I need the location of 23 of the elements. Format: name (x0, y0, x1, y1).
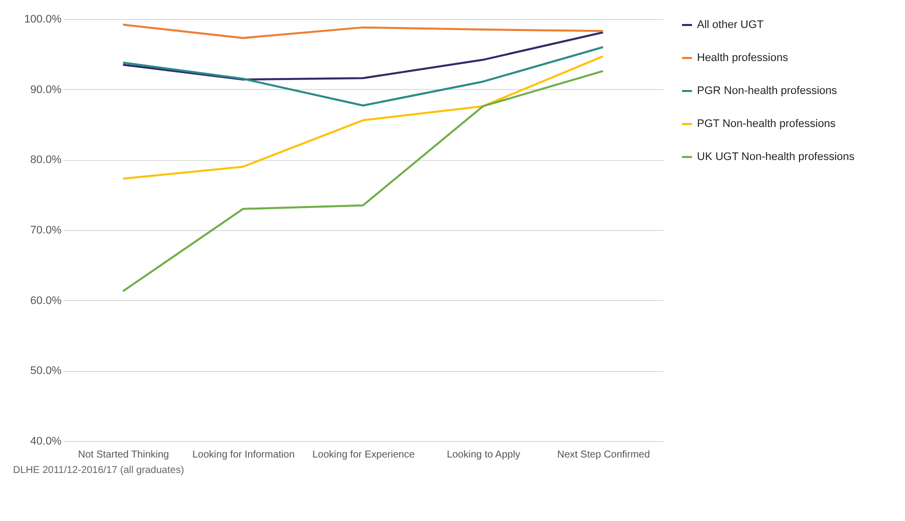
text: DLHE 2011/12-2016/17 (all graduates) (13, 465, 184, 476)
legend-label: All other UGT (697, 19, 764, 31)
line-series (122, 31, 604, 80)
legend-label: Health professions (697, 52, 789, 64)
y-tick-label: 80.0% (30, 154, 62, 166)
x-tick-label: Looking to Apply (446, 450, 520, 460)
y-tick-label: 40.0% (30, 436, 62, 448)
legend-label: UK UGT Non-health professions (697, 151, 856, 163)
legend-label: PGT Non-health professions (697, 118, 836, 130)
y-tick-label: 90.0% (30, 84, 62, 96)
y-tick-label: 60.0% (30, 294, 62, 307)
line-series (122, 24, 604, 39)
x-tick-label: Not Started Thinking (78, 450, 169, 460)
y-tick-label: 70.0% (30, 224, 62, 236)
legend-label: PGR Non-health professions (697, 85, 838, 97)
line-series (122, 70, 604, 292)
y-tick-label: 100.0% (24, 14, 62, 26)
x-tick-label: Next Step Confirmed (557, 450, 650, 460)
line-series (122, 46, 604, 107)
x-tick-label: Looking for Experience (312, 450, 416, 460)
line-series (122, 55, 604, 180)
y-tick-label: 50.0% (30, 365, 62, 378)
x-tick-label: Looking for Information (192, 450, 295, 460)
